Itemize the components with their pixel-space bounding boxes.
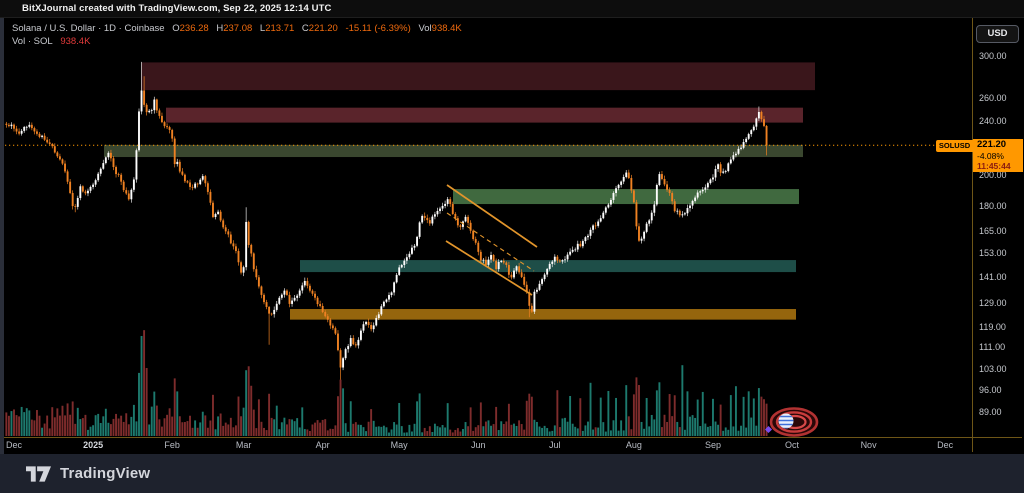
volume-histogram bbox=[5, 330, 768, 436]
time-tick-feb: Feb bbox=[164, 440, 180, 450]
footer-bar: TradingView bbox=[0, 454, 1024, 493]
close-value: 221.20 bbox=[308, 23, 338, 34]
volume-label: Vol bbox=[418, 23, 432, 34]
journal-logo-sticker bbox=[764, 407, 819, 437]
legend-row-volume: Vol · SOL 938.4K bbox=[12, 35, 462, 48]
price-tick: 240.00 bbox=[979, 116, 1007, 127]
spark-icon bbox=[764, 425, 773, 434]
support-band-124[interactable] bbox=[290, 309, 796, 320]
change-value: -15.11 (-6.39%) bbox=[345, 23, 411, 34]
high-label: H bbox=[216, 23, 224, 34]
last-price-label: 221.20 -4.08% 11:45:44 bbox=[973, 139, 1023, 172]
price-tick: 111.00 bbox=[979, 342, 1006, 353]
time-tick-jun: Jun bbox=[471, 440, 486, 450]
price-tick: 89.00 bbox=[979, 407, 1002, 418]
currency-toggle-button[interactable]: USD bbox=[976, 25, 1019, 43]
time-tick-may: May bbox=[390, 440, 408, 450]
time-tick-dec: Dec bbox=[937, 440, 954, 450]
bar-countdown-timer: 11:45:44 bbox=[977, 160, 1011, 171]
close-label: C bbox=[301, 23, 309, 34]
descending-channel bbox=[445, 184, 538, 296]
attribution-text: BitXJournal created with TradingView.com… bbox=[22, 3, 332, 14]
open-value: 236.28 bbox=[179, 23, 209, 34]
demand-zone-146[interactable] bbox=[300, 260, 796, 273]
supply-zone[interactable] bbox=[166, 107, 803, 123]
last-price-change: -4.08% bbox=[977, 150, 1004, 161]
time-tick-2025: 2025 bbox=[83, 440, 104, 450]
left-edge-strip bbox=[0, 18, 4, 454]
open-label: O bbox=[172, 23, 180, 34]
tradingview-logo-icon[interactable] bbox=[26, 465, 51, 482]
time-tick-mar: Mar bbox=[235, 440, 252, 450]
resistance-zone-221[interactable] bbox=[104, 144, 803, 158]
time-tick-apr: Apr bbox=[315, 440, 330, 450]
channel-trendline[interactable] bbox=[446, 184, 538, 248]
price-tick: 300.00 bbox=[979, 51, 1007, 61]
time-tick-nov: Nov bbox=[860, 440, 877, 450]
price-tick: 165.00 bbox=[979, 226, 1007, 237]
supply-zone-upper[interactable] bbox=[141, 62, 815, 91]
price-tick: 119.00 bbox=[979, 321, 1006, 332]
supply-demand-zones bbox=[104, 62, 815, 320]
candle-bodies bbox=[5, 90, 768, 368]
price-tick: 129.00 bbox=[979, 298, 1007, 309]
legend-row-ohlc: Solana / U.S. Dollar · 1D · Coinbase O23… bbox=[12, 22, 462, 35]
time-tick-jul: Jul bbox=[549, 440, 561, 450]
time-tick-dec: Dec bbox=[5, 440, 22, 450]
tradingview-wordmark[interactable]: TradingView bbox=[60, 465, 151, 482]
channel-median-line[interactable] bbox=[446, 212, 535, 272]
vol-indicator-value: 938.4K bbox=[60, 36, 91, 47]
volume-value: 938.4K bbox=[431, 23, 462, 34]
price-tick: 180.00 bbox=[979, 200, 1007, 211]
time-tick-sep: Sep bbox=[704, 440, 721, 450]
price-tick: 153.00 bbox=[979, 248, 1007, 259]
high-value: 237.08 bbox=[223, 23, 253, 34]
time-tick-oct: Oct bbox=[785, 440, 800, 450]
last-price-value: 221.20 bbox=[977, 139, 1007, 150]
low-label: L bbox=[259, 23, 266, 34]
symbol-legend[interactable]: Solana / U.S. Dollar · 1D · Coinbase O23… bbox=[12, 22, 462, 48]
symbol-price-tag: SOLUSD bbox=[936, 140, 973, 152]
channel-trendline[interactable] bbox=[445, 240, 533, 296]
price-tick: 260.00 bbox=[979, 92, 1007, 103]
attribution-bar: BitXJournal created with TradingView.com… bbox=[0, 0, 1024, 18]
price-tick: 103.00 bbox=[979, 364, 1007, 375]
vol-indicator-label[interactable]: Vol · SOL bbox=[12, 36, 53, 47]
price-tick: 96.00 bbox=[979, 384, 1002, 395]
demand-zone-185[interactable] bbox=[453, 189, 799, 205]
price-axis-separator[interactable] bbox=[972, 18, 973, 452]
low-value: 213.71 bbox=[265, 23, 295, 34]
price-tick: 200.00 bbox=[979, 169, 1007, 180]
price-tick: 141.00 bbox=[979, 272, 1007, 283]
time-tick-aug: Aug bbox=[625, 440, 642, 450]
time-axis-separator[interactable] bbox=[4, 437, 1022, 438]
symbol-title[interactable]: Solana / U.S. Dollar · 1D · Coinbase bbox=[12, 23, 165, 34]
